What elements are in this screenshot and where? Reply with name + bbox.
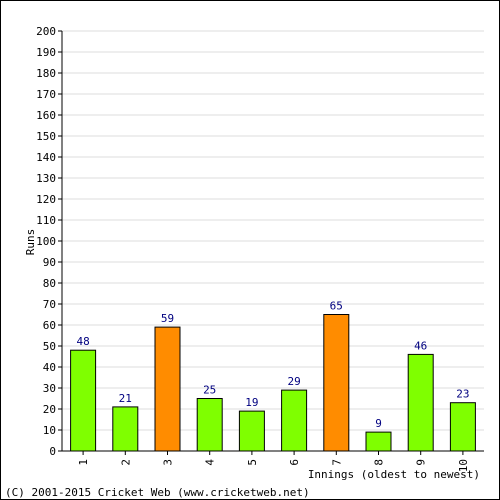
- bar: [154, 326, 181, 452]
- bar-value-label: 29: [287, 375, 300, 388]
- x-tick-label: 5: [246, 459, 259, 466]
- y-tick-label: 50: [43, 340, 56, 353]
- x-tick-label: 6: [288, 459, 301, 466]
- y-axis-ticks: 0 10 20 30 40 50 60 70 80 90 100 110 120 130 140 150 160…: [36, 25, 62, 458]
- y-tick-label: 150: [36, 130, 56, 143]
- y-tick-label: 0: [49, 445, 56, 458]
- x-axis-title: Innings (oldest to newest): [308, 468, 480, 481]
- bar-value-label: 59: [161, 312, 174, 325]
- footer-copyright: (C) 2001-2015 Cricket Web (www.cricketwe…: [5, 486, 310, 499]
- y-tick-label: 160: [36, 109, 56, 122]
- gridlines: [62, 30, 484, 431]
- y-tick-label: 110: [36, 214, 56, 227]
- y-tick-label: 30: [43, 382, 56, 395]
- bar-value-label: 48: [76, 335, 89, 348]
- bar-value-label: 65: [330, 300, 343, 313]
- bar-value-label: 21: [119, 392, 132, 405]
- bar-value-label: 19: [245, 396, 258, 409]
- y-tick-label: 80: [43, 277, 56, 290]
- x-tick-label: 7: [330, 459, 343, 466]
- y-tick-label: 20: [43, 403, 56, 416]
- y-tick-label: 180: [36, 67, 56, 80]
- y-tick-label: 170: [36, 88, 56, 101]
- bar: [407, 353, 434, 452]
- x-tick-label: 10: [457, 459, 470, 472]
- x-tick-label: 4: [204, 459, 217, 466]
- x-tick-label: 1: [77, 459, 90, 466]
- bar: [196, 398, 223, 452]
- bar-value-label: 25: [203, 384, 216, 397]
- bar: [323, 314, 350, 452]
- bar: [365, 431, 392, 452]
- y-tick-label: 130: [36, 172, 56, 185]
- y-tick-label: 60: [43, 319, 56, 332]
- y-tick-label: 90: [43, 256, 56, 269]
- x-axis-ticks: 1 2 3 4 5 6 7 8 9 10: [77, 451, 470, 472]
- bar: [70, 349, 97, 452]
- x-tick-label: 9: [415, 459, 428, 466]
- y-tick-label: 40: [43, 361, 56, 374]
- y-tick-label: 140: [36, 151, 56, 164]
- y-tick-label: 120: [36, 193, 56, 206]
- bar: [112, 406, 139, 452]
- y-tick-label: 100: [36, 235, 56, 248]
- y-tick-label: 10: [43, 424, 56, 437]
- bar-value-label: 9: [375, 417, 382, 430]
- x-tick-label: 3: [162, 459, 175, 466]
- axes: [61, 31, 484, 452]
- y-tick-label: 70: [43, 298, 56, 311]
- y-tick-label: 190: [36, 46, 56, 59]
- bars: 48 21 59 25 19 29 65 9 46 23: [70, 300, 476, 452]
- bar: [238, 410, 265, 452]
- y-tick-label: 200: [36, 25, 56, 38]
- bar-value-label: 23: [456, 388, 469, 401]
- bar: [449, 402, 476, 452]
- y-axis-title: Runs: [24, 229, 37, 256]
- x-tick-label: 2: [119, 459, 132, 466]
- bar-value-label: 46: [414, 339, 427, 352]
- bar: [281, 389, 308, 452]
- x-tick-label: 8: [373, 459, 386, 466]
